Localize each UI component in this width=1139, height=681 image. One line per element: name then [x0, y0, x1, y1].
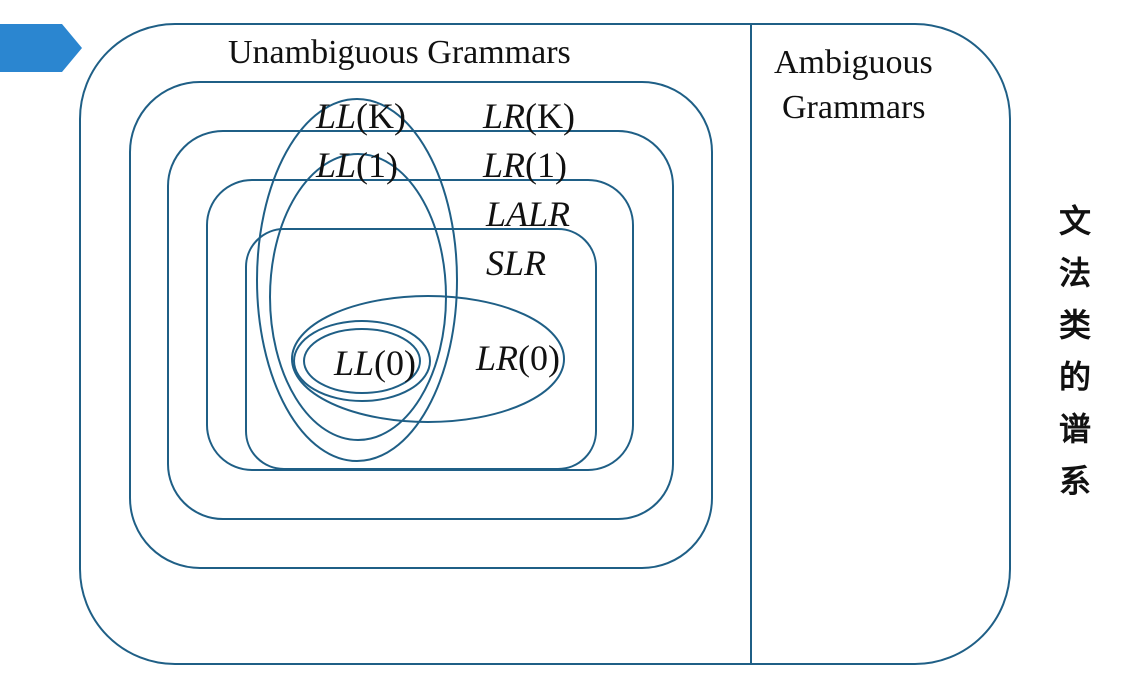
slr-region — [245, 228, 597, 470]
arrow-tab-icon — [0, 24, 82, 72]
side-title: 文 法 类 的 谱 系 — [1055, 195, 1095, 507]
side-title-char: 类 — [1058, 306, 1091, 344]
ll0-ellipse-outer — [293, 320, 431, 402]
side-title-char: 谱 — [1058, 410, 1091, 448]
side-title-char: 的 — [1058, 358, 1091, 396]
lr1-region — [167, 130, 674, 520]
ll0-ellipse-inner — [303, 328, 421, 394]
all-grammars-frame — [79, 23, 1011, 665]
label-slr: SLR — [486, 243, 547, 283]
ambiguous-title-line2: Grammars — [782, 89, 926, 126]
side-title-char: 法 — [1058, 254, 1091, 292]
side-title-char: 系 — [1058, 462, 1091, 500]
label-llk: LL(K) — [316, 96, 407, 136]
label-lr1: LR(1) — [483, 145, 567, 185]
label-lr0: LR(0) — [476, 338, 560, 378]
llk-ellipse — [256, 98, 458, 462]
side-title-char: 文 — [1058, 202, 1091, 240]
label-lrk: LR(K) — [483, 96, 575, 136]
label-ll1: LL(1) — [316, 145, 399, 185]
label-lalr: LALR — [486, 194, 571, 234]
lr0-ellipse — [291, 295, 565, 423]
lrk-region — [129, 81, 713, 569]
unambiguous-title: Unambiguous Grammars — [228, 34, 571, 71]
label-ll0: LL(0) — [334, 343, 417, 383]
ambiguous-title-line1: Ambiguous — [774, 44, 933, 81]
